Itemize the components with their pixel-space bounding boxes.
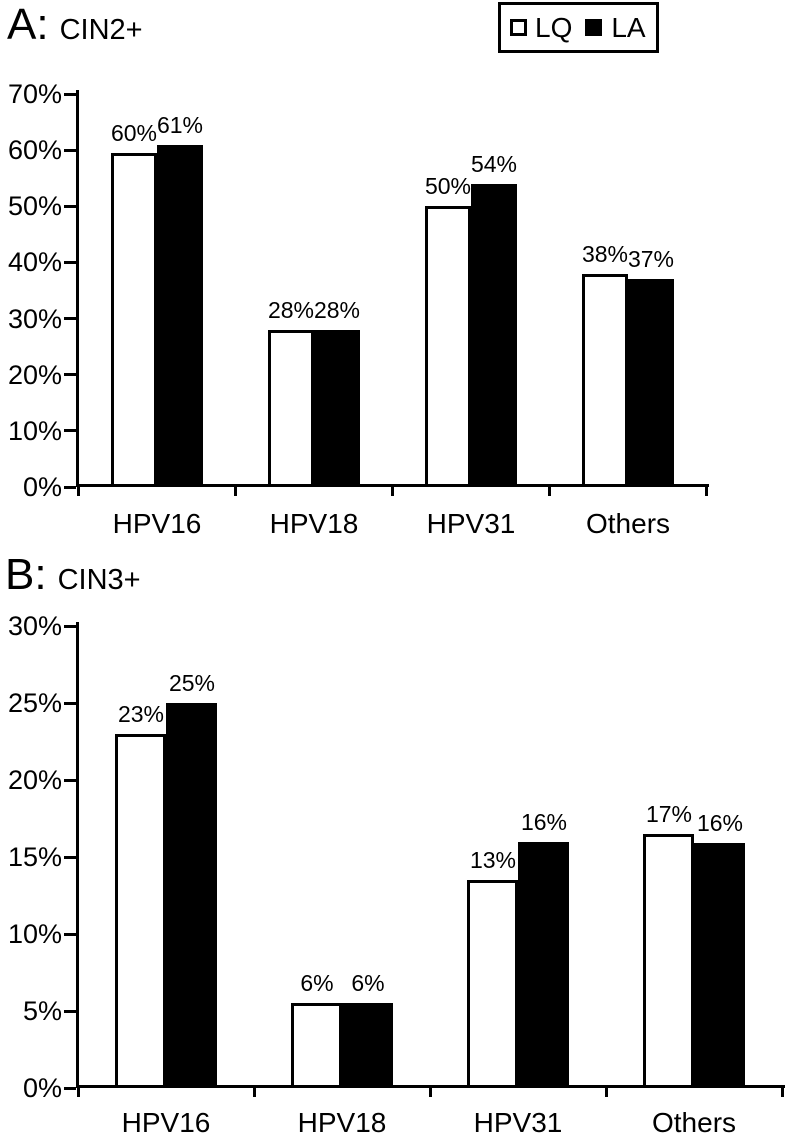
ytick-b-20 <box>64 779 76 782</box>
y-axis-b <box>76 622 79 1088</box>
xcat-label-b-others: Others <box>651 1107 737 1138</box>
ytick-a-10 <box>64 429 76 432</box>
xtick-a-3 <box>548 487 551 496</box>
ytick-b-5 <box>64 1010 76 1013</box>
xtick-b-3 <box>605 1088 608 1097</box>
panel-a-title-text: CIN2+ <box>59 14 143 46</box>
legend: LQ LA <box>498 2 659 53</box>
ytick-label-b-15: 15% <box>7 842 62 872</box>
bar-label-a-la-others: 37% <box>627 246 675 272</box>
ytick-label-b-10: 10% <box>7 919 62 949</box>
ytick-label-a-30: 30% <box>7 304 62 334</box>
bar-label-a-lq-hpv31: 50% <box>424 173 472 199</box>
panel-a-title: A: CIN2+ <box>7 3 143 47</box>
ytick-a-40 <box>64 261 76 264</box>
xtick-a-0 <box>77 487 80 496</box>
bar-label-b-la-hpv31: 16% <box>520 809 568 835</box>
bar-label-a-lq-hpv16: 60% <box>110 120 158 146</box>
x-axis-a <box>76 484 709 487</box>
ytick-b-15 <box>64 856 76 859</box>
xtick-b-0 <box>77 1088 80 1097</box>
xcat-label-a-others: Others <box>585 508 671 539</box>
xcat-label-b-hpv16: HPV16 <box>121 1107 211 1138</box>
ytick-label-a-50: 50% <box>7 191 62 221</box>
bar-label-b-la-hpv16: 25% <box>168 670 216 696</box>
legend-la-label: LA <box>611 11 646 43</box>
ytick-label-b-20: 20% <box>7 765 62 795</box>
bar-a-lq-hpv18 <box>268 330 314 487</box>
ytick-b-25 <box>64 702 76 705</box>
ytick-a-70 <box>64 93 76 96</box>
xcat-label-b-hpv18: HPV18 <box>297 1107 387 1138</box>
ytick-label-a-0: 0% <box>22 472 62 502</box>
bar-label-a-la-hpv16: 61% <box>156 112 204 138</box>
ytick-label-a-70: 70% <box>7 79 62 109</box>
bar-b-lq-others <box>643 834 694 1088</box>
legend-la-swatch-icon <box>585 19 603 36</box>
xcat-label-a-hpv31: HPV31 <box>426 508 516 539</box>
ytick-b-30 <box>64 625 76 628</box>
bar-b-la-hpv18 <box>342 1003 393 1088</box>
bar-b-lq-hpv31 <box>467 880 518 1088</box>
ytick-label-b-25: 25% <box>7 688 62 718</box>
bar-a-la-hpv16 <box>157 145 203 487</box>
ytick-b-10 <box>64 933 76 936</box>
bar-label-a-lq-others: 38% <box>581 241 629 267</box>
xcat-label-b-hpv31: HPV31 <box>473 1107 563 1138</box>
xtick-a-2 <box>391 487 394 496</box>
xtick-b-1 <box>253 1088 256 1097</box>
ytick-label-b-30: 30% <box>7 611 62 641</box>
bar-label-b-lq-hpv31: 13% <box>469 847 517 873</box>
ytick-a-0 <box>64 486 76 489</box>
xcat-label-a-hpv16: HPV16 <box>112 508 202 539</box>
xtick-b-4 <box>781 1088 784 1097</box>
xtick-b-2 <box>429 1088 432 1097</box>
bar-b-la-hpv31 <box>518 842 569 1088</box>
legend-lq-swatch-icon <box>510 19 527 36</box>
xtick-a-4 <box>705 487 708 496</box>
panel-b-title-text: CIN3+ <box>57 564 141 596</box>
ytick-label-b-5: 5% <box>22 996 62 1026</box>
bar-b-la-others <box>694 843 745 1088</box>
xtick-a-1 <box>234 487 237 496</box>
xcat-label-a-hpv18: HPV18 <box>269 508 359 539</box>
bar-label-a-lq-hpv18: 28% <box>267 297 315 323</box>
ytick-label-b-0: 0% <box>22 1073 62 1103</box>
bar-a-lq-others <box>582 274 628 487</box>
bar-a-la-others <box>628 279 674 487</box>
panel-a-title-letter: A: <box>7 0 49 49</box>
ytick-label-a-10: 10% <box>7 416 62 446</box>
ytick-a-20 <box>64 373 76 376</box>
bar-b-lq-hpv16 <box>115 734 166 1088</box>
ytick-a-30 <box>64 317 76 320</box>
bar-b-la-hpv16 <box>166 703 217 1088</box>
x-axis-b <box>76 1085 785 1088</box>
bar-label-a-la-hpv18: 28% <box>313 297 361 323</box>
ytick-b-0 <box>64 1087 76 1090</box>
bar-label-b-lq-hpv18: 6% <box>300 970 334 996</box>
bar-label-b-la-hpv18: 6% <box>351 970 385 996</box>
ytick-a-60 <box>64 149 76 152</box>
bar-a-la-hpv31 <box>471 184 517 487</box>
ytick-label-a-40: 40% <box>7 247 62 277</box>
legend-lq-label: LQ <box>535 11 573 43</box>
y-axis-a <box>76 90 79 487</box>
ytick-a-50 <box>64 205 76 208</box>
bar-a-lq-hpv31 <box>425 206 471 487</box>
ytick-label-a-20: 20% <box>7 360 62 390</box>
bar-a-lq-hpv16 <box>111 153 157 487</box>
panel-b-title: B: CIN3+ <box>5 553 141 597</box>
bar-label-b-la-others: 16% <box>696 810 744 836</box>
bar-b-lq-hpv18 <box>291 1003 342 1088</box>
bar-a-la-hpv18 <box>314 330 360 487</box>
ytick-label-a-60: 60% <box>7 135 62 165</box>
bar-label-b-lq-hpv16: 23% <box>117 701 165 727</box>
bar-label-a-la-hpv31: 54% <box>470 151 518 177</box>
panel-b-title-letter: B: <box>5 550 47 599</box>
bar-label-b-lq-others: 17% <box>645 801 693 827</box>
